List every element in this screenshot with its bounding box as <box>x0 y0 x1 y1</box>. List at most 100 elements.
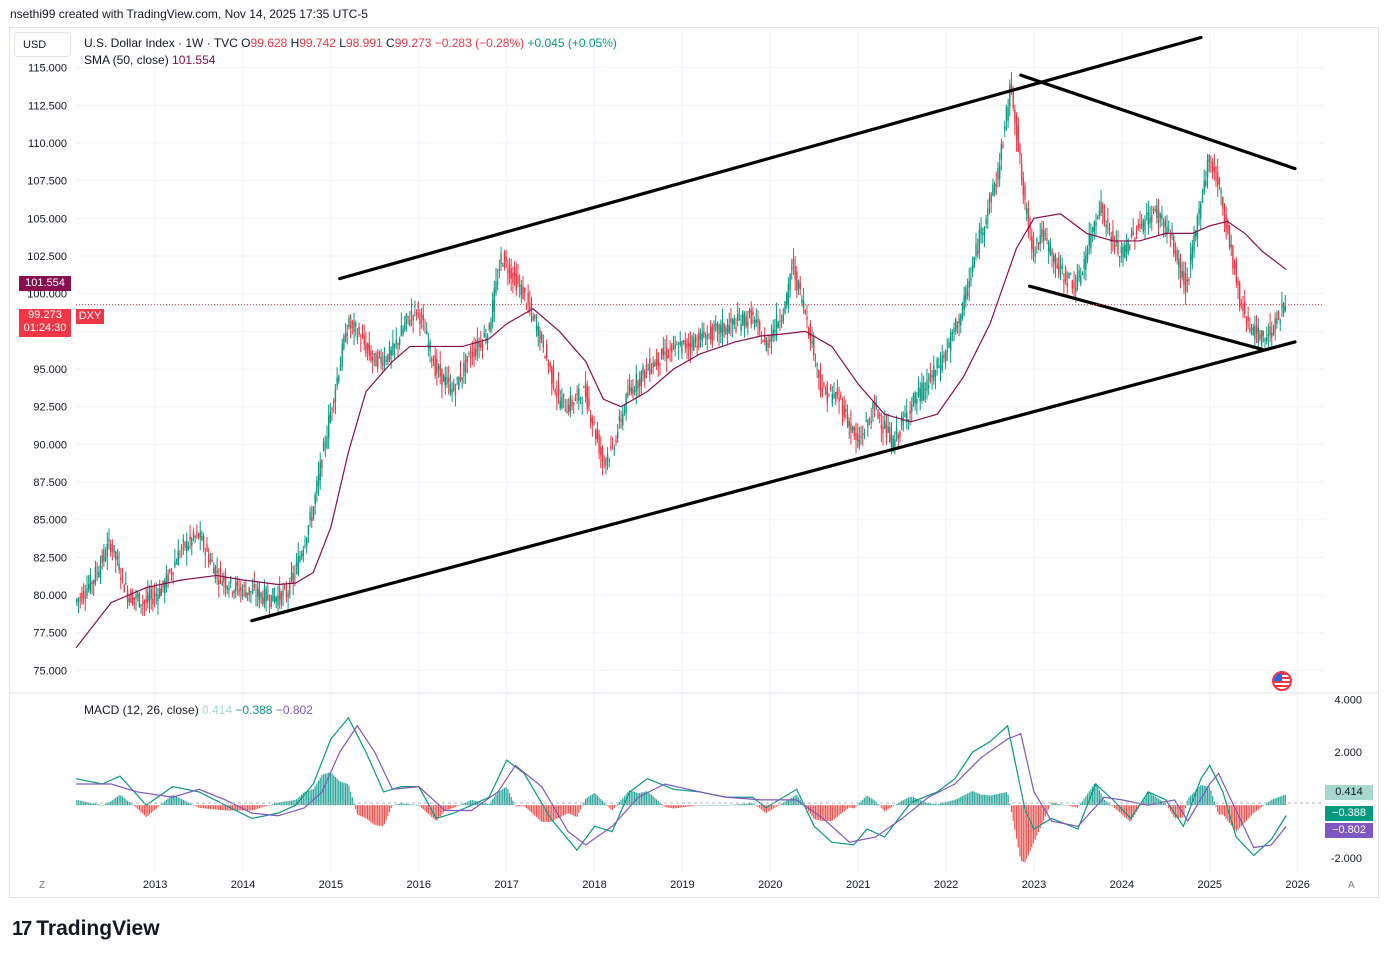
time-axis-labels: 2013 2014 2015 2016 2017 2018 2019 2020 2021 2022… <box>143 879 1310 891</box>
candle-body <box>258 589 261 601</box>
candle-body <box>507 270 509 273</box>
candle-body <box>324 444 326 446</box>
candle-body <box>1093 221 1096 232</box>
candle-body <box>224 577 227 588</box>
time-tick-label: 2018 <box>582 879 606 891</box>
macd-hist-bar <box>1134 805 1136 815</box>
candle-body <box>1188 279 1190 281</box>
candle-body <box>1171 234 1173 236</box>
sma-row[interactable]: SMA (50, close) 101.554 <box>84 52 617 69</box>
candle-body <box>547 363 550 366</box>
candle-body <box>605 459 607 466</box>
candle-body <box>598 434 600 454</box>
us-flag-icon[interactable] <box>1272 671 1292 691</box>
candle-body <box>855 432 857 441</box>
candle-body <box>806 317 808 320</box>
candle-body <box>459 373 462 381</box>
candle-body <box>726 323 729 333</box>
macd-hist-bar <box>938 803 940 806</box>
candle-body <box>1047 242 1050 253</box>
macd-hist-bar <box>677 805 680 808</box>
candle-body <box>535 325 538 332</box>
candle-body <box>285 592 288 598</box>
zoom-z-button[interactable]: Z <box>39 880 46 891</box>
candle-body <box>649 358 651 375</box>
macd-hist-bar <box>174 795 176 806</box>
candle-body <box>711 326 714 342</box>
macd-hist-bar <box>855 805 857 807</box>
macd-hist-bar <box>187 802 189 806</box>
macd-hist-bar <box>1132 805 1134 818</box>
macd-hist-bar <box>1004 792 1006 806</box>
macd-line <box>75 716 1287 857</box>
macd-hist-bar <box>584 798 587 806</box>
candle-body <box>404 322 406 330</box>
macd-hist-bar <box>118 795 120 806</box>
macd-hist-bar <box>615 805 617 806</box>
macd-hist-bar <box>960 796 962 806</box>
candle-body <box>365 343 367 354</box>
macd-hist-bar <box>199 805 201 808</box>
macd-hist-bar <box>566 805 568 814</box>
candle-body <box>566 411 568 414</box>
macd-hist-bar <box>955 799 957 806</box>
macd-hist-bar <box>486 803 489 806</box>
candle-body <box>1220 190 1222 194</box>
macd-hist-bar <box>895 804 898 806</box>
macd-hist-bar <box>728 804 730 806</box>
candle-body <box>573 402 575 405</box>
macd-hist-bar <box>1073 805 1075 808</box>
candle-body <box>437 366 440 371</box>
macd-hist-bar <box>206 805 208 809</box>
candle-body <box>138 593 141 607</box>
macd-hist-bar <box>1056 803 1058 806</box>
candle-body <box>322 441 325 451</box>
candle-body <box>615 440 617 443</box>
macd-hist-bar <box>84 801 86 806</box>
close-label: C <box>386 36 395 50</box>
candle-body <box>272 588 274 602</box>
macd-hist-bar <box>1208 786 1210 806</box>
macd-hist-bar <box>633 791 636 806</box>
auto-scale-button[interactable]: A <box>1348 880 1355 891</box>
candle-body <box>186 540 188 553</box>
candle-body <box>451 388 453 395</box>
macd-legend[interactable]: MACD (12, 26, close) 0.414 −0.388 −0.802 <box>84 703 313 717</box>
macd-hist-bar <box>872 799 874 806</box>
macd-hist-bar <box>275 803 277 806</box>
macd-hist-bar <box>370 805 372 823</box>
macd-hist-bar <box>1169 805 1171 812</box>
currency-button[interactable]: USD <box>14 32 71 57</box>
macd-hist-bar <box>1196 788 1199 806</box>
macd-hist-bar <box>723 805 725 806</box>
candle-body <box>527 292 529 304</box>
macd-hist-bar <box>936 804 938 806</box>
macd-hist-bar <box>1012 805 1014 822</box>
macd-hist-bar <box>397 804 399 806</box>
candle-body <box>789 274 791 291</box>
macd-hist-bar <box>1281 795 1283 806</box>
candle-body <box>880 425 883 429</box>
macd-hist-bar <box>522 805 524 807</box>
candle-body <box>579 398 582 400</box>
macd-hist-bar <box>284 801 286 806</box>
macd-hist-bar <box>1266 803 1268 806</box>
candle-body <box>351 321 354 325</box>
price-tick-label: 105.000 <box>27 213 67 225</box>
candle-body <box>273 595 276 603</box>
candle-body <box>314 494 316 505</box>
macd-hist-bar <box>666 805 668 808</box>
macd-hist-bar <box>686 805 688 807</box>
candle-body <box>666 347 668 359</box>
macd-hist-bar <box>578 805 580 814</box>
candle-body <box>782 314 785 322</box>
candle-body <box>510 268 512 279</box>
candle-body <box>502 265 504 267</box>
candle-body <box>109 544 112 552</box>
candle-body <box>432 364 435 366</box>
candle-body <box>140 604 142 606</box>
macd-hist-bar <box>1130 805 1133 821</box>
macd-hist-bar <box>439 805 441 817</box>
symbol-title[interactable]: U.S. Dollar Index · 1W · TVC <box>84 36 238 50</box>
